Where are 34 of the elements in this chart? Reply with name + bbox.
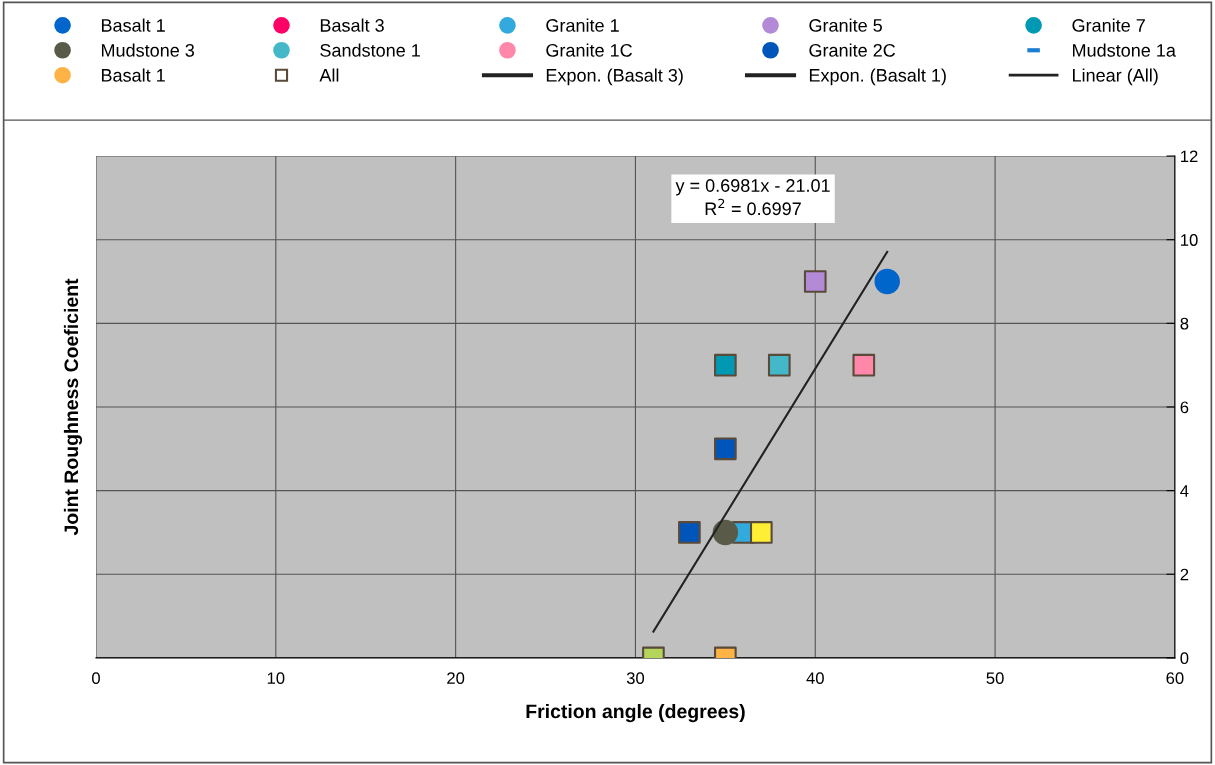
legend-label: All — [319, 68, 339, 82]
y-tick-label: 12 — [1181, 150, 1198, 163]
legend-label: Granite 1 — [546, 18, 619, 32]
y-tick-label: 0 — [1180, 652, 1189, 665]
legend-label: Linear (All) — [1073, 68, 1158, 86]
point — [712, 519, 739, 546]
legend-label: Basalt 1 — [101, 18, 165, 32]
y-tick-label: 4 — [1180, 485, 1189, 497]
x-tick-label: 30 — [626, 672, 645, 685]
legend-label: Granite 7 — [1072, 18, 1145, 32]
y-tick-label: 2 — [1180, 568, 1189, 581]
legend-label: Granite 5 — [809, 18, 882, 32]
x-tick-label: 20 — [447, 672, 465, 685]
legend-label: Mudstone 3 — [101, 43, 195, 57]
legend-label: Granite 1C — [546, 43, 632, 57]
legend-label: Basalt 3 — [320, 18, 384, 32]
x-axis-title: Friction angle (degrees) — [526, 703, 745, 723]
legend-label: Granite 2C — [809, 43, 896, 57]
x-tick-label: 40 — [806, 672, 824, 685]
y-tick-label: 6 — [1180, 401, 1189, 414]
legend-label: Mudstone 1a — [1073, 43, 1176, 57]
y-tick-label: 10 — [1181, 234, 1198, 246]
y-tick-label: 8 — [1180, 317, 1189, 330]
x-tick-label: 0 — [92, 672, 100, 685]
legend-label: Basalt 1 — [101, 68, 165, 82]
x-tick-label: 60 — [1166, 672, 1184, 685]
y-axis-title: Joint Roughness Coeficient — [63, 278, 83, 536]
x-tick-label: 50 — [986, 672, 1004, 685]
point — [874, 268, 900, 295]
legend-label: Expon. (Basalt 1) — [809, 68, 946, 86]
x-tick-label: 10 — [267, 672, 285, 685]
legend-label: Expon. (Basalt 3) — [546, 68, 683, 86]
legend-label: Sandstone 1 — [320, 43, 420, 57]
annotation: y = 0.6981x - 21.01 R$^{2}$ = 0.6997 — [675, 179, 830, 216]
